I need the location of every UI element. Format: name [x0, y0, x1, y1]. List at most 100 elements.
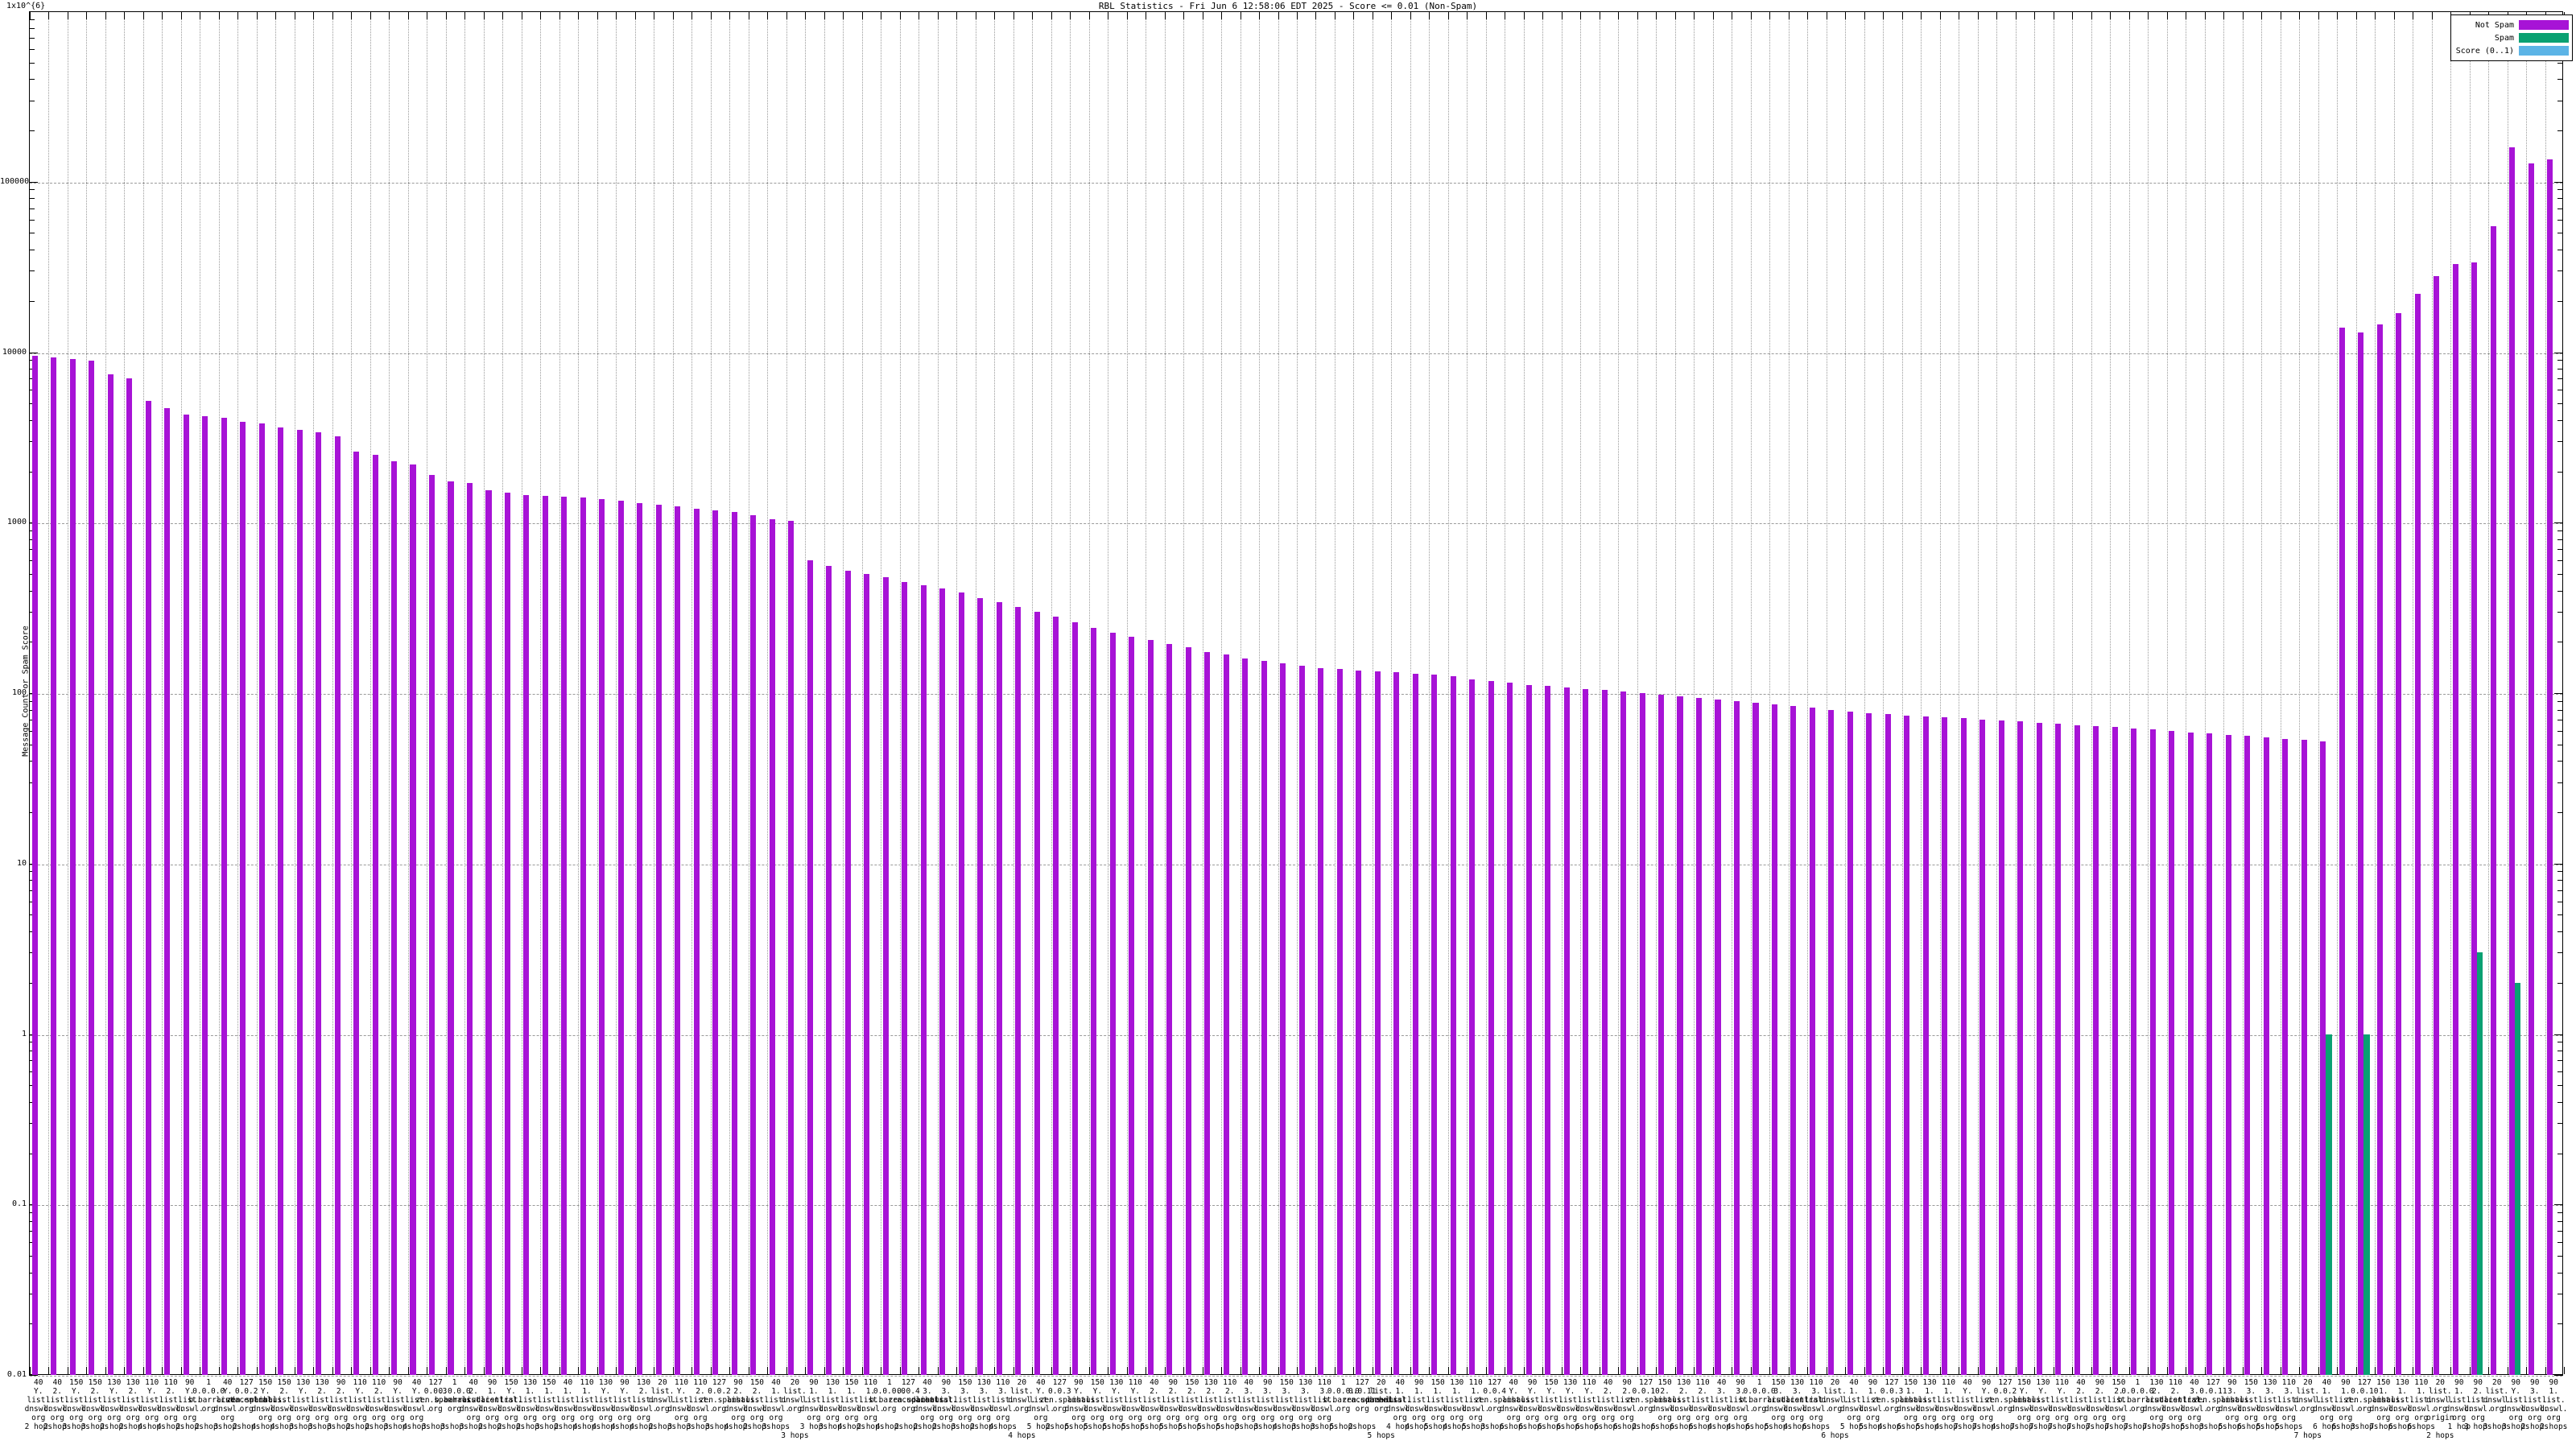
x-axis-label-line: org — [674, 1414, 689, 1422]
bar-not-spam — [920, 584, 927, 1375]
x-axis-label-line: org — [2017, 1414, 2032, 1422]
vertical-gridline — [2393, 12, 2395, 1374]
x-axis-label-line: 0.0.11 — [1348, 1387, 1377, 1396]
bar-not-spam — [864, 573, 870, 1375]
x-axis-label-group: 40 Y. list. dnswl. org 4 hops — [397, 1378, 436, 1431]
x-axis-top-tick — [899, 12, 901, 19]
x-axis-bottom-tick — [218, 1367, 220, 1374]
x-axis-label-line: org — [504, 1414, 518, 1422]
x-axis-label-line: Y. — [184, 1387, 195, 1396]
x-axis-label-line: 1. — [1849, 1387, 1859, 1396]
x-axis-bottom-tick — [2431, 1367, 2433, 1374]
x-axis-top-tick — [1070, 12, 1071, 19]
x-axis-label-line: 90 — [336, 1378, 346, 1387]
x-axis-label-line: 1. — [487, 1387, 497, 1396]
x-axis-top-tick — [2166, 12, 2168, 19]
x-axis-label-line: dnswl. — [345, 1405, 374, 1414]
x-axis-bottom-tick — [2375, 1367, 2376, 1374]
bar-spam — [2363, 1034, 2370, 1375]
x-axis-top-tick — [2375, 12, 2376, 19]
x-axis-label-line: 3. — [1244, 1387, 1253, 1396]
x-axis-label-line: 127 — [1639, 1378, 1653, 1387]
x-axis-label-line: dnswl. — [2483, 1396, 2511, 1405]
x-axis-label-line: 40 — [222, 1378, 233, 1387]
x-axis-bottom-tick — [1221, 1367, 1223, 1374]
x-axis-label-line: list. — [1388, 1396, 1412, 1405]
x-axis-label-line: 127 — [428, 1378, 443, 1387]
x-axis-label-line: list. — [1312, 1396, 1336, 1405]
vertical-gridline — [407, 12, 409, 1374]
x-axis-top-tick — [616, 12, 617, 19]
x-axis-label-line: org — [1261, 1414, 1275, 1422]
bar-not-spam — [2414, 293, 2421, 1375]
bar-not-spam — [1450, 676, 1456, 1375]
x-axis-bottom-tick — [540, 1367, 542, 1374]
x-axis-label-group: 90 Y. list. dnswl. org 6 hops — [1513, 1378, 1552, 1431]
x-axis-label-line: 3. — [2265, 1387, 2275, 1396]
x-axis-label-line: org — [353, 1414, 367, 1422]
x-axis-label-line: 2. — [1660, 1387, 1670, 1396]
x-axis-label-line: dnswl. — [81, 1405, 109, 1414]
y-axis-minor-tick — [29, 530, 35, 531]
x-axis-label-line: 6 hops — [1821, 1431, 1849, 1440]
x-axis-label-line: 1 — [1340, 1378, 1346, 1387]
bar-not-spam — [1298, 665, 1305, 1375]
bar-not-spam — [2434, 275, 2440, 1375]
x-axis-label-line: org — [1109, 1414, 1124, 1422]
y-axis-major-tick-right — [2554, 1034, 2563, 1035]
x-axis-top-tick — [1807, 12, 1809, 19]
x-axis-label-line: list. — [859, 1396, 882, 1405]
x-axis-bottom-tick — [237, 1367, 239, 1374]
x-axis-label-line: dnswl. — [648, 1396, 677, 1405]
x-axis-label-line: 1. — [563, 1387, 573, 1396]
x-axis-label-line: 90 — [2454, 1378, 2464, 1387]
vertical-gridline — [1088, 12, 1090, 1374]
bar-not-spam — [2471, 262, 2478, 1375]
x-axis-label-line: dnswl. — [2048, 1405, 2076, 1414]
x-axis-label-group: 150 3. list. dnswl. org 5 hops — [1758, 1378, 1798, 1431]
y-axis-minor-tick — [29, 48, 35, 50]
x-axis-label-line: org — [939, 1414, 953, 1422]
x-axis-label-line: org — [1393, 1414, 1407, 1422]
x-axis-top-tick — [502, 12, 504, 19]
x-axis-label-line: 1. — [544, 1387, 554, 1396]
x-axis-label-line: 150 — [1657, 1378, 1672, 1387]
bar-not-spam — [183, 415, 189, 1375]
x-axis-label-line: 2. — [1206, 1387, 1216, 1396]
x-axis-label-line: list. — [2541, 1396, 2566, 1405]
x-axis-top-tick — [1467, 12, 1468, 19]
x-axis-label-line: 40 — [411, 1378, 422, 1387]
x-axis-label-line: 5 hops — [1084, 1422, 1112, 1431]
bar-not-spam — [2528, 163, 2534, 1375]
x-axis-top-tick — [2015, 12, 2017, 19]
x-axis-label-line: dnswl. — [1311, 1405, 1339, 1414]
vertical-gridline — [2375, 12, 2376, 1374]
x-axis-label-line: dnswl. — [270, 1405, 299, 1414]
x-axis-label-line: 5 hops — [1367, 1431, 1395, 1440]
x-axis-label-line: dnswl. — [535, 1405, 564, 1414]
x-axis-label-line: dnswl. — [2369, 1405, 2397, 1414]
x-axis-bottom-tick — [1126, 1367, 1128, 1374]
x-axis-label-line: org — [2452, 1414, 2467, 1422]
x-axis-label-group: 130 Y. list. dnswl. org 7 hops — [2023, 1378, 2062, 1431]
x-axis-top-tick — [105, 12, 106, 19]
x-axis-label-line: 150 — [1185, 1378, 1199, 1387]
x-axis-label-line: org — [107, 1414, 122, 1422]
x-axis-label-line: Y. — [260, 1387, 270, 1396]
y-axis-minor-tick-right — [2557, 1101, 2563, 1103]
x-axis-label-line: 150 — [1279, 1378, 1294, 1387]
x-axis-label-line: dnswl. — [837, 1405, 866, 1414]
x-axis-label-line: 2 hops — [1348, 1422, 1377, 1431]
x-axis-label-line: 0.0.3 — [1880, 1387, 1904, 1396]
x-axis-label-line: dnswl. — [1443, 1405, 1471, 1414]
bar-not-spam — [1998, 720, 2004, 1375]
x-axis-label-line: 0.0.0.0 — [2121, 1387, 2154, 1396]
x-axis-label-line: 127 — [1998, 1378, 2013, 1387]
bar-not-spam — [145, 400, 151, 1375]
x-axis-label-line: list. — [2013, 1396, 2036, 1405]
bar-not-spam — [731, 512, 737, 1375]
x-axis-label-line: 150 — [88, 1378, 102, 1387]
x-axis-label-line: dnswl. — [43, 1405, 72, 1414]
x-axis-label-line: 2. — [1150, 1387, 1159, 1396]
y-axis-tick-label: 1 — [21, 1029, 27, 1038]
